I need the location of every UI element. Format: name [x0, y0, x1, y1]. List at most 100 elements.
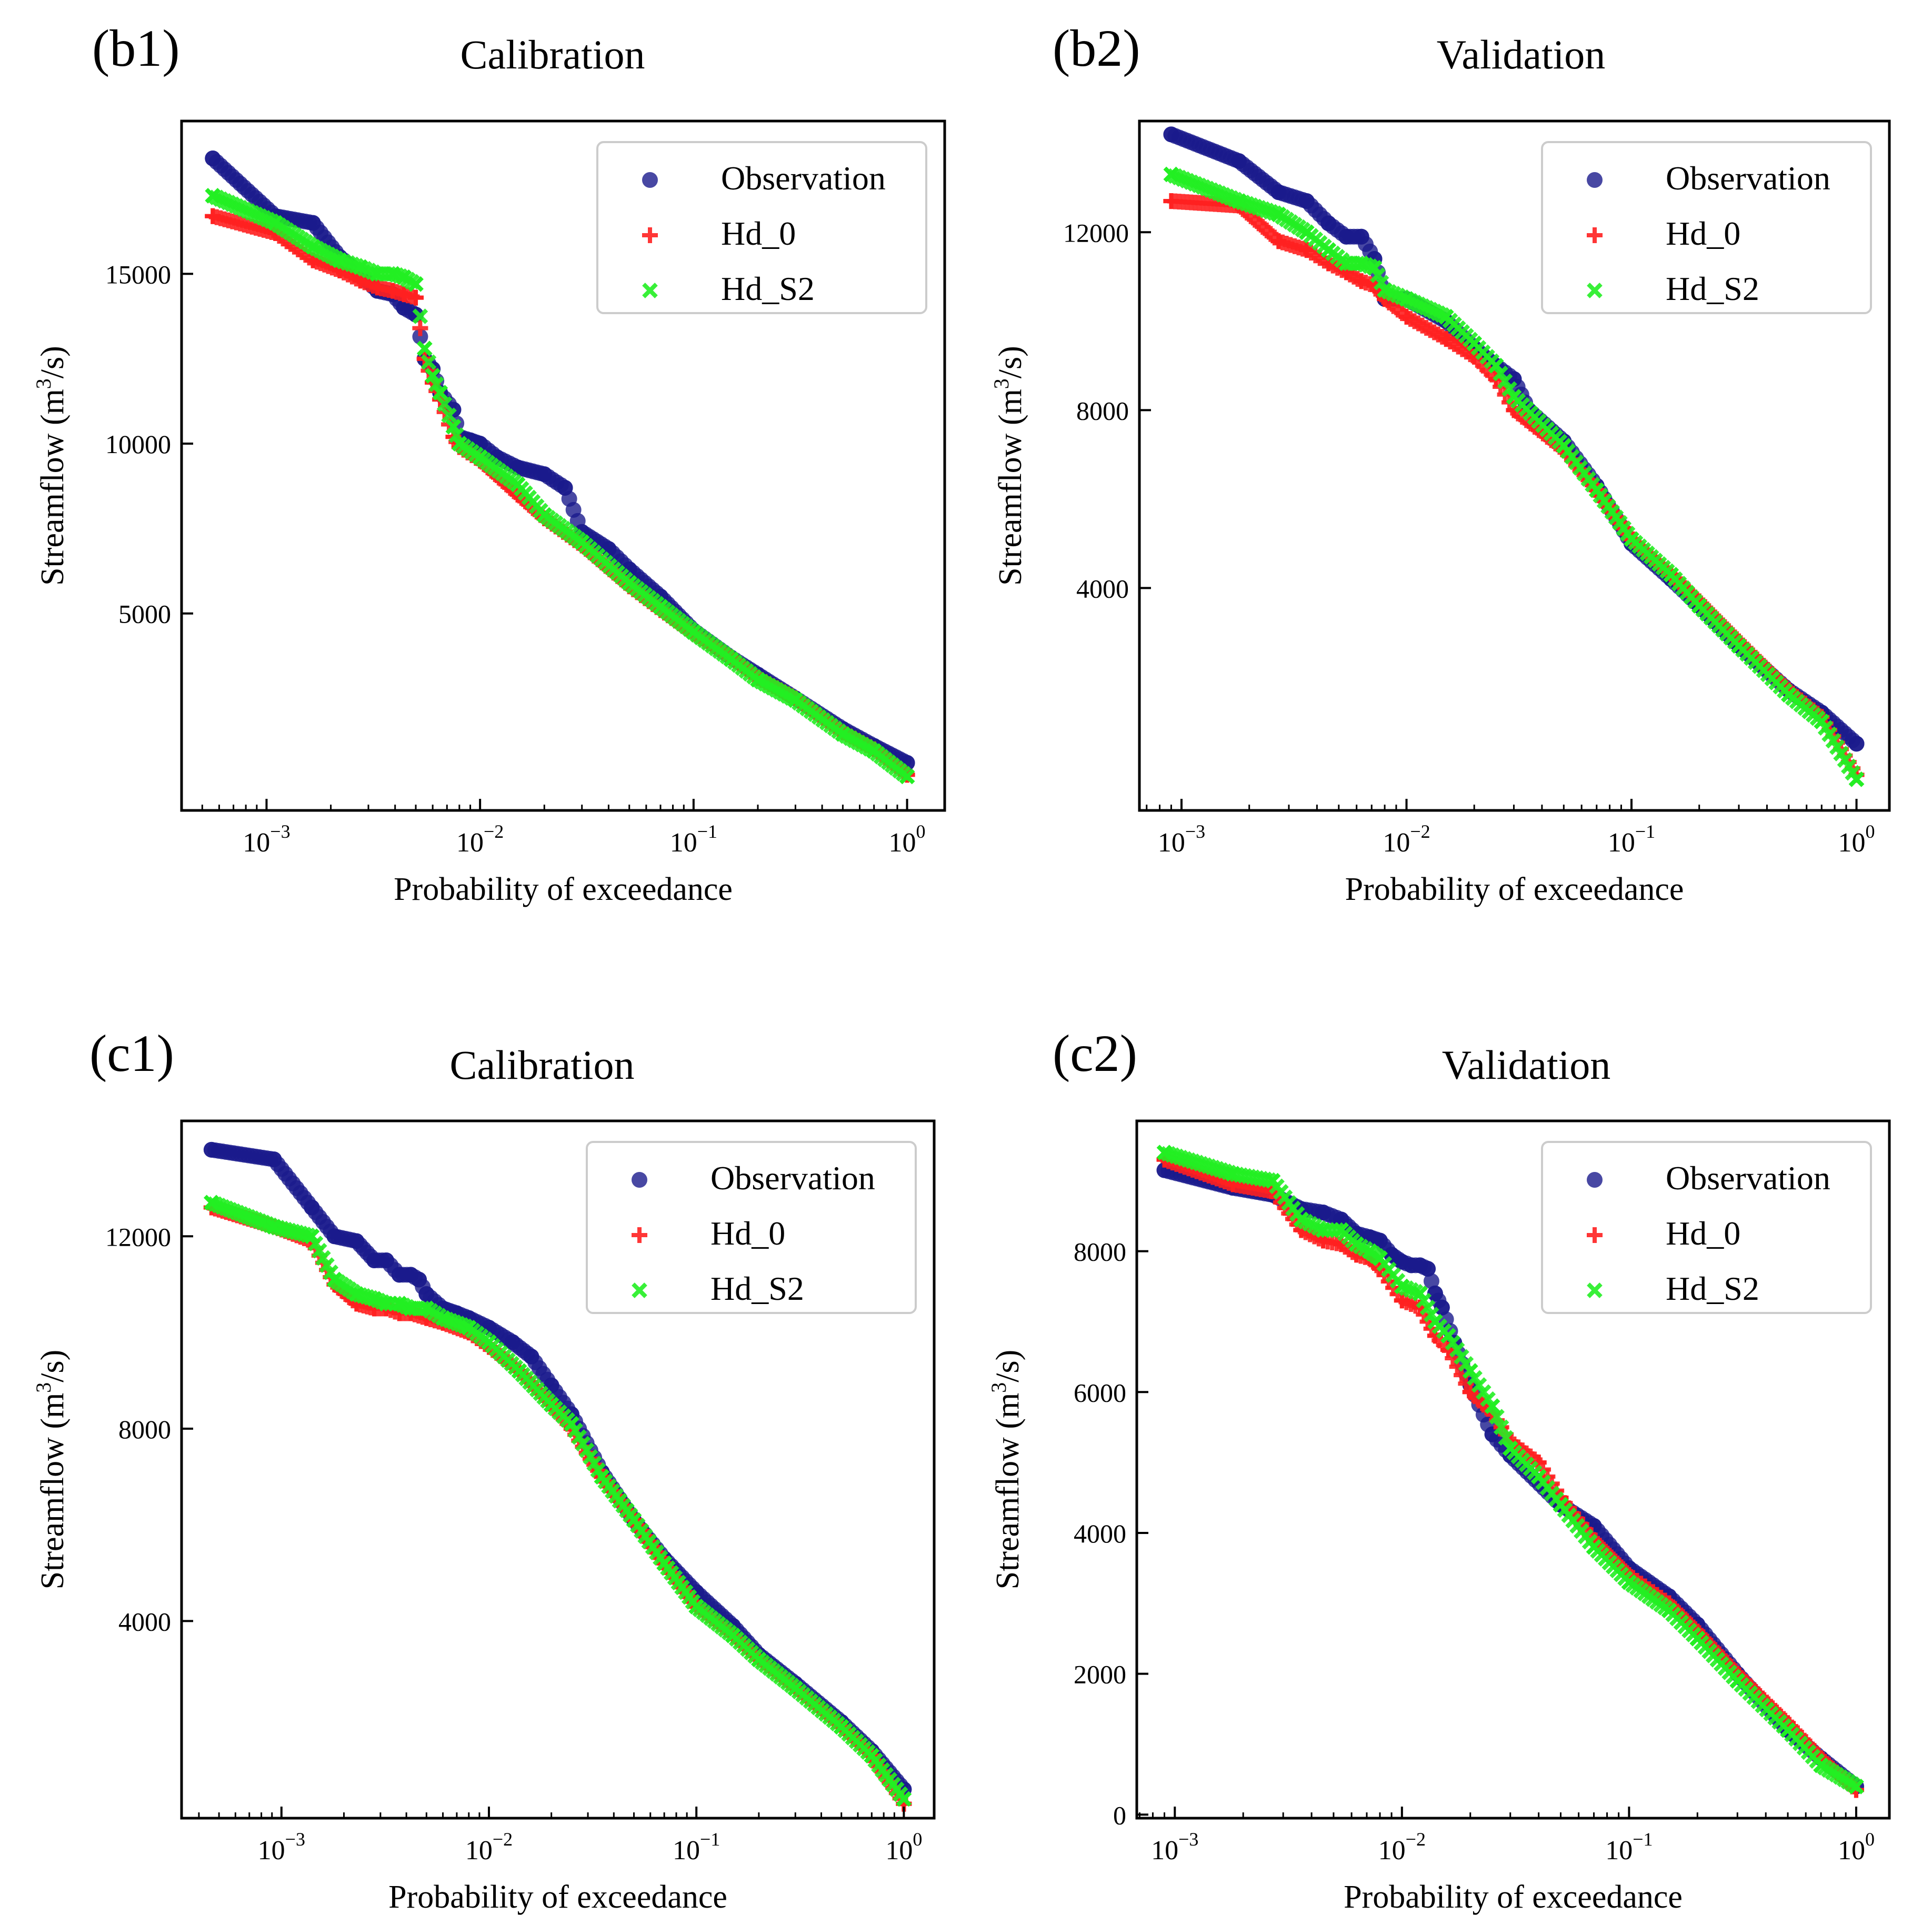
data-point-hds2 — [787, 692, 804, 708]
legend: Observation Hd_0 Hd_S2 — [596, 141, 927, 314]
data-point-hds2 — [432, 385, 448, 401]
data-point-hds2 — [594, 1469, 610, 1485]
series-hds2 — [205, 188, 915, 785]
data-point-hds2 — [452, 436, 467, 452]
data-point-hds2 — [1438, 309, 1454, 325]
data-point-hds2 — [1848, 1778, 1864, 1794]
data-point-hds2 — [1489, 1409, 1505, 1425]
data-point-hds2 — [378, 1296, 394, 1312]
data-point-hd0 — [1270, 233, 1287, 249]
data-point-hds2 — [1156, 1145, 1173, 1161]
data-point-hds2 — [481, 1334, 497, 1350]
data-point-hds2 — [445, 418, 462, 435]
data-point-obs — [557, 479, 573, 496]
data-point-hds2 — [1293, 1211, 1309, 1228]
data-layer — [205, 150, 915, 785]
legend-label-hds2: Hd_S2 — [1666, 270, 1759, 307]
series-hds2 — [1156, 1145, 1864, 1794]
series-hds2 — [1163, 166, 1865, 787]
data-point-hds2 — [751, 1651, 767, 1668]
data-point-hds2 — [385, 266, 401, 282]
y-tick-label: 15000 — [105, 259, 171, 289]
legend-label-obs: Observation — [1666, 159, 1830, 197]
data-point-hds2 — [1729, 1673, 1746, 1689]
data-point-hds2 — [1689, 1630, 1706, 1647]
data-point-hd0 — [396, 286, 412, 303]
data-point-hds2 — [428, 376, 445, 392]
data-point-hds2 — [1338, 255, 1354, 272]
data-point-hds2 — [391, 1296, 407, 1312]
data-point-obs — [391, 1267, 407, 1283]
axes-frame — [180, 119, 946, 812]
y-axis-label: Streamflow (m3/s) — [32, 1350, 71, 1590]
data-point-hds2 — [1462, 1363, 1478, 1379]
data-point-hds2 — [267, 215, 284, 231]
x-tick-label: 10−1 — [1608, 821, 1655, 858]
data-point-hds2 — [1270, 206, 1287, 223]
legend: Observation Hd_0 Hd_S2 — [1541, 1141, 1872, 1314]
legend: Observation Hd_0 Hd_S2 — [586, 1141, 917, 1314]
data-point-obs — [366, 1252, 383, 1268]
data-point-obs — [304, 1199, 320, 1216]
data-point-hds2 — [461, 1320, 477, 1336]
data-point-hds2 — [1501, 381, 1517, 397]
legend-box — [1541, 141, 1872, 314]
data-point-hd0 — [408, 289, 424, 306]
data-point-hds2 — [421, 354, 437, 370]
data-point-hds2 — [509, 476, 526, 493]
data-point-hds2 — [441, 407, 457, 424]
data-point-hds2 — [348, 1286, 365, 1302]
data-point-hds2 — [1493, 365, 1508, 382]
data-point-hds2 — [787, 1680, 804, 1697]
data-point-obs — [1423, 1273, 1439, 1289]
y-tick-label: 8000 — [1076, 396, 1129, 425]
data-point-hds2 — [1813, 1757, 1829, 1773]
data-point-hd0 — [205, 208, 221, 224]
data-point-hds2 — [866, 743, 882, 759]
data-point-hds2 — [326, 1271, 343, 1288]
data-point-hds2 — [418, 1300, 435, 1317]
x-tick-label: 10−3 — [258, 1829, 305, 1866]
data-point-obs — [600, 541, 617, 557]
data-point-hds2 — [1225, 1166, 1241, 1182]
x-tick-label: 10−2 — [1378, 1829, 1426, 1866]
y-tick-label: 10000 — [105, 429, 171, 459]
x-tick-label: 100 — [889, 821, 926, 858]
data-point-hds2 — [896, 1791, 912, 1807]
data-point-obs — [1163, 126, 1179, 143]
data-point-hds2 — [511, 1363, 527, 1379]
data-point-hd0 — [412, 320, 428, 336]
data-point-obs — [1434, 1299, 1450, 1316]
y-tick-label: 12000 — [1063, 218, 1129, 247]
legend-label-hds2: Hd_S2 — [1666, 1270, 1759, 1307]
data-point-obs — [326, 1228, 343, 1245]
data-point-hds2 — [656, 1555, 672, 1571]
data-point-hd0 — [1298, 242, 1315, 258]
legend-marker-hds2 — [1587, 283, 1603, 298]
legend-label-hd0: Hd_0 — [1666, 215, 1740, 252]
y-tick-label: 2000 — [1074, 1660, 1126, 1689]
data-point-hds2 — [1372, 1250, 1388, 1266]
data-point-hds2 — [1586, 1539, 1602, 1555]
legend-label-hd0: Hd_0 — [1666, 1215, 1740, 1252]
panel-b2: (b2) Validation 4000 8000 12000 10−3 10−2 10−1 1… — [989, 19, 1891, 907]
y-axis-label: Streamflow (m3/s) — [989, 346, 1028, 586]
data-point-hds2 — [1488, 358, 1504, 374]
data-point-hds2 — [305, 238, 321, 255]
data-point-hds2 — [750, 671, 766, 688]
legend-label-hd0: Hd_0 — [721, 215, 796, 252]
data-point-obs — [412, 328, 428, 345]
data-point-obs — [378, 1252, 394, 1268]
data-point-hds2 — [412, 308, 428, 324]
data-point-hds2 — [1814, 714, 1830, 729]
data-point-hds2 — [1661, 1602, 1677, 1619]
data-point-hds2 — [366, 1291, 382, 1307]
data-point-obs — [1270, 184, 1287, 200]
y-tick-label: 12000 — [105, 1222, 171, 1251]
data-point-hds2 — [1398, 291, 1415, 307]
x-tick-label: 10−3 — [243, 821, 290, 858]
legend-marker-hds2 — [642, 283, 658, 298]
data-point-hds2 — [1366, 260, 1383, 276]
data-point-hds2 — [396, 269, 412, 285]
data-point-hds2 — [1781, 687, 1797, 703]
